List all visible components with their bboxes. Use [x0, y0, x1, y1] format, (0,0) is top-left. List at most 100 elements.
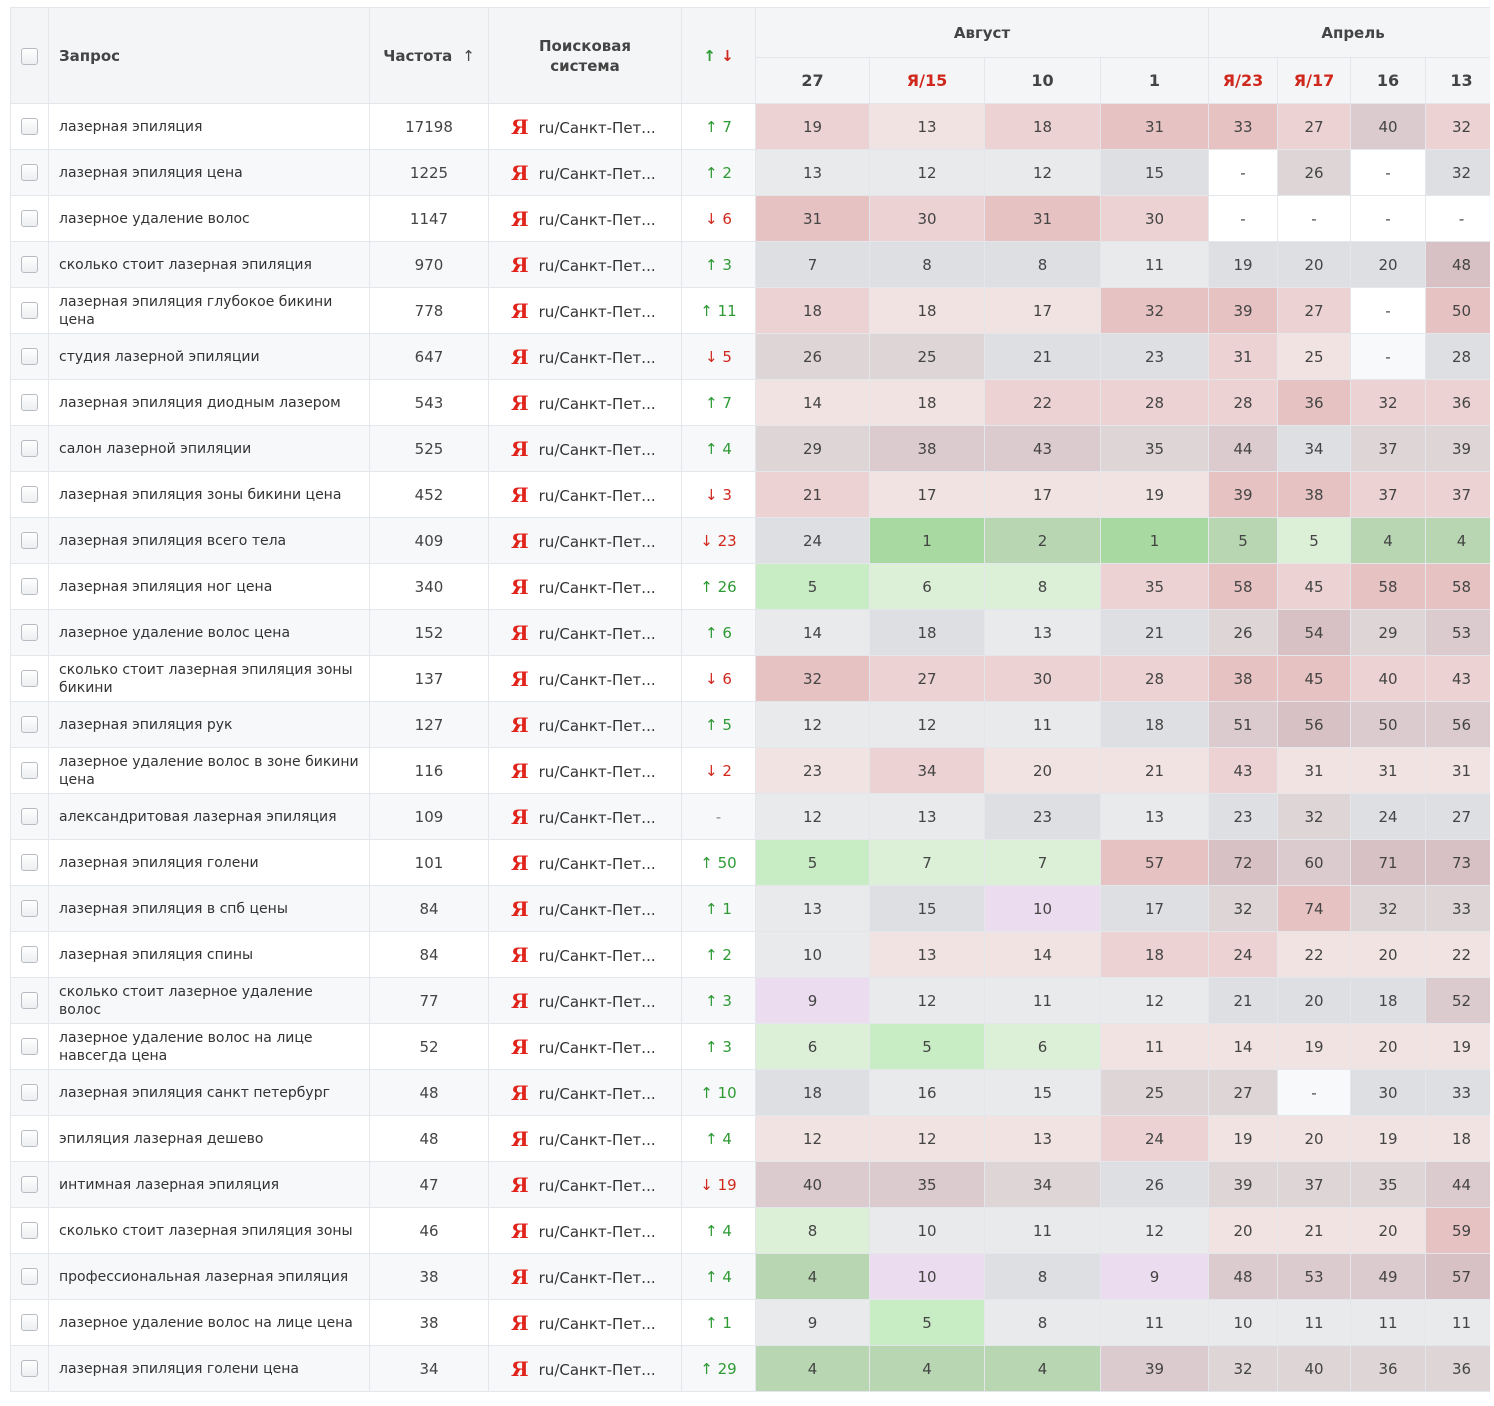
- position-cell: 15: [1100, 149, 1209, 196]
- position-cell: 19: [1424, 1023, 1490, 1070]
- row-checkbox[interactable]: [21, 1130, 38, 1147]
- position-cell: 21: [1208, 977, 1278, 1024]
- position-cell: 17: [869, 471, 985, 518]
- row-checkbox[interactable]: [21, 164, 38, 181]
- position-cell: 51: [1208, 701, 1278, 748]
- date-column-header[interactable]: 13: [1424, 57, 1490, 104]
- position-cell: 19: [1350, 1115, 1426, 1162]
- table-row[interactable]: лазерное удаление волос в зоне бикини це…: [10, 747, 1490, 794]
- position-cell: 30: [1350, 1069, 1426, 1116]
- row-checkbox[interactable]: [21, 486, 38, 503]
- row-checkbox[interactable]: [21, 210, 38, 227]
- position-change-value: ↑ 5: [705, 715, 732, 734]
- row-checkbox[interactable]: [21, 670, 38, 687]
- date-column-header[interactable]: 1: [1100, 57, 1209, 104]
- date-column-header[interactable]: 16: [1350, 57, 1426, 104]
- frequency-column-header[interactable]: Частота ↑: [369, 7, 489, 104]
- row-checkbox[interactable]: [21, 394, 38, 411]
- position-cell: 24: [755, 517, 870, 564]
- row-checkbox[interactable]: [21, 1176, 38, 1193]
- position-cell: 40: [1350, 103, 1426, 150]
- row-checkbox[interactable]: [21, 1268, 38, 1285]
- row-checkbox[interactable]: [21, 1084, 38, 1101]
- table-row[interactable]: лазерная эпиляция глубокое бикини цена 77…: [10, 287, 1490, 334]
- frequency-cell: 17198: [369, 103, 489, 150]
- row-checkbox[interactable]: [21, 762, 38, 779]
- date-column-header[interactable]: Я/23: [1208, 57, 1278, 104]
- row-checkbox[interactable]: [21, 1360, 38, 1377]
- row-checkbox[interactable]: [21, 946, 38, 963]
- row-checkbox[interactable]: [21, 348, 38, 365]
- position-cell: 23: [755, 747, 870, 794]
- date-column-header[interactable]: Я/17: [1277, 57, 1351, 104]
- row-checkbox[interactable]: [21, 808, 38, 825]
- position-change-value: ↑ 1: [705, 899, 732, 918]
- position-cell: 35: [1100, 563, 1209, 610]
- yandex-logo-icon: Я: [511, 252, 529, 277]
- date-column-header[interactable]: 10: [984, 57, 1101, 104]
- row-checkbox[interactable]: [21, 118, 38, 135]
- date-column-header[interactable]: Я/15: [869, 57, 985, 104]
- row-checkbox[interactable]: [21, 900, 38, 917]
- row-checkbox[interactable]: [21, 256, 38, 273]
- position-change-cell: ↑ 3: [681, 1023, 756, 1070]
- row-checkbox[interactable]: [21, 440, 38, 457]
- query-column-header[interactable]: Запрос: [48, 7, 370, 104]
- position-change-cell: ↑ 4: [681, 1207, 756, 1254]
- position-cell: 32: [1277, 793, 1351, 840]
- position-cell: 12: [755, 1115, 870, 1162]
- row-checkbox[interactable]: [21, 716, 38, 733]
- table-row[interactable]: лазерное удаление волос на лице навсегда…: [10, 1023, 1490, 1070]
- row-checkbox[interactable]: [21, 578, 38, 595]
- frequency-cell: 452: [369, 471, 489, 518]
- region-label: ru/Санкт-Пет...: [538, 762, 656, 781]
- change-column-header[interactable]: ↑ ↓: [681, 7, 756, 104]
- select-all-checkbox[interactable]: [21, 47, 38, 65]
- row-checkbox[interactable]: [21, 1222, 38, 1239]
- row-checkbox[interactable]: [21, 1038, 38, 1055]
- position-cell: 32: [1350, 885, 1426, 932]
- row-checkbox[interactable]: [21, 1314, 38, 1331]
- position-change-cell: ↑ 4: [681, 425, 756, 472]
- row-select-cell: [10, 563, 49, 610]
- table-row[interactable]: сколько стоит лазерная эпиляция зоны бик…: [10, 655, 1490, 702]
- yandex-logo-icon: Я: [511, 1310, 529, 1335]
- row-checkbox[interactable]: [21, 624, 38, 641]
- position-cell: 18: [869, 379, 985, 426]
- date-column-header[interactable]: 27: [755, 57, 870, 104]
- table-row[interactable]: сколько стоит лазерное удаление волос 77 Я…: [10, 977, 1490, 1024]
- row-checkbox[interactable]: [21, 854, 38, 871]
- position-change-cell: ↓ 23: [681, 517, 756, 564]
- row-checkbox[interactable]: [21, 532, 38, 549]
- query-cell: лазерное удаление волос цена: [48, 609, 370, 656]
- frequency-cell: 647: [369, 333, 489, 380]
- row-checkbox[interactable]: [21, 992, 38, 1009]
- row-checkbox[interactable]: [21, 302, 38, 319]
- engine-column-header[interactable]: Поисковая система: [488, 7, 682, 104]
- region-label: ru/Санкт-Пет...: [538, 808, 656, 827]
